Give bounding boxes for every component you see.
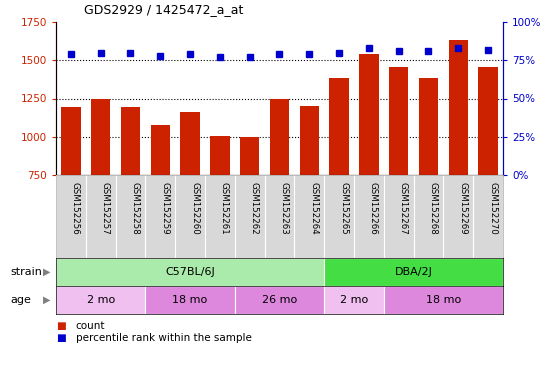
Bar — [240, 137, 259, 175]
Text: 26 mo: 26 mo — [262, 295, 297, 305]
Text: ▶: ▶ — [43, 295, 50, 305]
Bar — [389, 67, 408, 175]
Text: GSM152263: GSM152263 — [279, 182, 288, 234]
Bar — [300, 106, 319, 175]
Text: C57BL/6J: C57BL/6J — [165, 267, 215, 277]
Bar — [324, 258, 503, 286]
Text: GSM152260: GSM152260 — [190, 182, 199, 234]
Text: GSM152259: GSM152259 — [160, 182, 169, 234]
Text: GSM152269: GSM152269 — [458, 182, 467, 234]
Bar — [359, 54, 379, 175]
Text: GSM152270: GSM152270 — [488, 182, 497, 234]
Bar — [419, 78, 438, 175]
Bar — [56, 258, 324, 286]
Bar — [449, 40, 468, 175]
Text: GSM152262: GSM152262 — [250, 182, 259, 234]
Bar — [151, 125, 170, 175]
Text: GSM152257: GSM152257 — [101, 182, 110, 234]
Bar — [270, 99, 289, 175]
Bar — [210, 136, 230, 175]
Text: GSM152258: GSM152258 — [130, 182, 139, 234]
Text: ▶: ▶ — [43, 267, 50, 277]
Text: GDS2929 / 1425472_a_at: GDS2929 / 1425472_a_at — [84, 3, 244, 16]
Text: age: age — [10, 295, 31, 305]
Bar — [146, 286, 235, 314]
Bar — [61, 107, 81, 175]
Bar — [56, 286, 146, 314]
Text: 2 mo: 2 mo — [340, 295, 368, 305]
Bar — [478, 67, 498, 175]
Text: 2 mo: 2 mo — [87, 295, 115, 305]
Bar — [121, 107, 140, 175]
Text: GSM152266: GSM152266 — [369, 182, 378, 234]
Bar — [180, 111, 200, 175]
Text: 18 mo: 18 mo — [426, 295, 461, 305]
Text: DBA/2J: DBA/2J — [395, 267, 432, 277]
Bar — [91, 99, 110, 175]
Text: percentile rank within the sample: percentile rank within the sample — [76, 333, 251, 343]
Text: GSM152268: GSM152268 — [428, 182, 437, 234]
Text: GSM152264: GSM152264 — [309, 182, 318, 234]
Text: strain: strain — [10, 267, 42, 277]
Text: GSM152261: GSM152261 — [220, 182, 229, 234]
Text: GSM152267: GSM152267 — [399, 182, 408, 234]
Bar — [329, 78, 349, 175]
Bar — [235, 286, 324, 314]
Text: GSM152256: GSM152256 — [71, 182, 80, 234]
Bar — [324, 286, 384, 314]
Bar — [384, 286, 503, 314]
Text: ■: ■ — [56, 333, 66, 343]
Text: count: count — [76, 321, 105, 331]
Text: ■: ■ — [56, 321, 66, 331]
Text: GSM152265: GSM152265 — [339, 182, 348, 234]
Text: 18 mo: 18 mo — [172, 295, 208, 305]
